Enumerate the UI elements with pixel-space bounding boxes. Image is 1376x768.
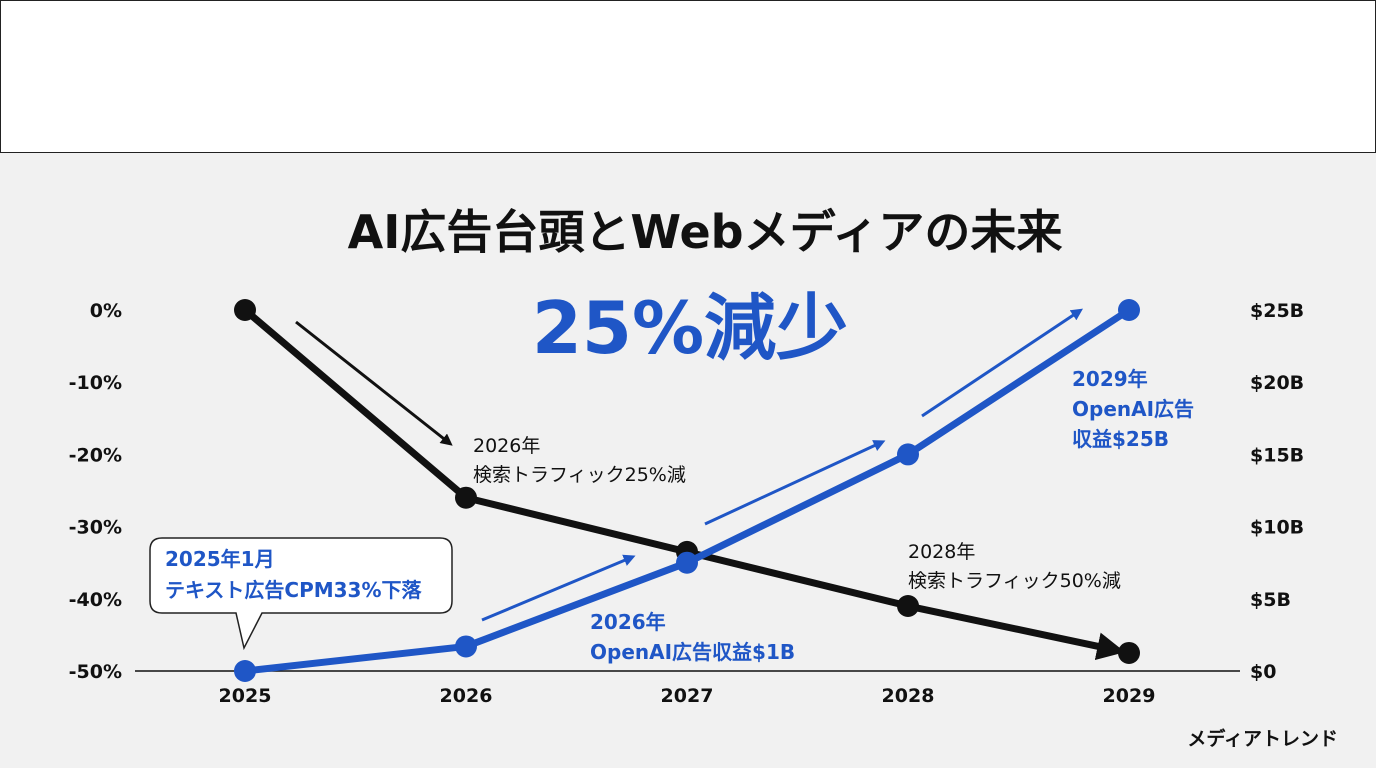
axis-layer: 2025 2026 2027 2028 2029 0% -10% -20% -30% -40% -5… (69, 300, 1305, 707)
chart-title: AI広告台頭とWebメディアの未来 (348, 205, 1063, 259)
x-tick-label: 2028 (882, 685, 935, 707)
headline-figure: 25%減少 (532, 286, 848, 370)
y-right-tick-label: $0 (1250, 661, 1276, 683)
decline-arrow (295, 320, 453, 446)
x-tick-label: 2026 (440, 685, 493, 707)
y-right-tick-label: $15B (1250, 444, 1304, 466)
growth-arrow (921, 308, 1083, 418)
x-tick-label: 2027 (661, 685, 714, 707)
y-right-tick-label: $5B (1250, 589, 1291, 611)
revenue-2029-line3: 収益$25B (1072, 427, 1169, 451)
traffic-point (234, 299, 256, 321)
y-right-tick-label: $25B (1250, 300, 1304, 322)
traffic-2026-line1: 2026年 (473, 435, 540, 457)
blank-top-panel (0, 0, 1376, 153)
y-left-tick-label: -20% (69, 444, 122, 466)
footer-label: メディアトレンド (1187, 727, 1338, 750)
revenue-point (234, 660, 256, 682)
revenue-point (897, 443, 919, 466)
callout-bubble (149, 537, 453, 651)
traffic-point (1118, 641, 1140, 664)
revenue-point (455, 635, 477, 658)
revenue-2026-line1: 2026年 (590, 610, 666, 634)
x-tick-label: 2029 (1103, 685, 1156, 707)
growth-arrow (481, 554, 636, 622)
y-right-tick-label: $10B (1250, 517, 1304, 539)
traffic-point (455, 486, 477, 509)
growth-arrow (704, 440, 886, 526)
revenue-point (676, 551, 698, 574)
y-right-tick-label: $20B (1250, 372, 1304, 394)
y-left-tick-label: -50% (69, 661, 122, 683)
revenue-2029-line1: 2029年 (1072, 367, 1148, 391)
revenue-2026-line2: OpenAI広告収益$1B (590, 640, 795, 664)
revenue-2029-line2: OpenAI広告 (1072, 397, 1194, 421)
y-left-tick-label: -40% (69, 589, 122, 611)
traffic-2028-line1: 2028年 (908, 541, 975, 563)
callout-2025-line1: 2025年1月 (165, 547, 275, 571)
traffic-point (897, 595, 919, 618)
traffic-2026-line2: 検索トラフィック25%減 (473, 464, 686, 486)
y-left-tick-label: 0% (90, 300, 122, 322)
revenue-point (1118, 299, 1140, 321)
y-left-tick-label: -30% (69, 517, 122, 539)
callout-2025-line2: テキスト広告CPM33%下落 (165, 578, 423, 602)
callout-2025: 2025年1月 テキスト広告CPM33%下落 (149, 537, 453, 651)
trend-arrows (295, 308, 1083, 622)
y-left-tick-label: -10% (69, 372, 122, 394)
traffic-2028-line2: 検索トラフィック50%減 (908, 570, 1121, 592)
x-tick-label: 2025 (219, 685, 272, 707)
series-layer (234, 299, 1140, 682)
